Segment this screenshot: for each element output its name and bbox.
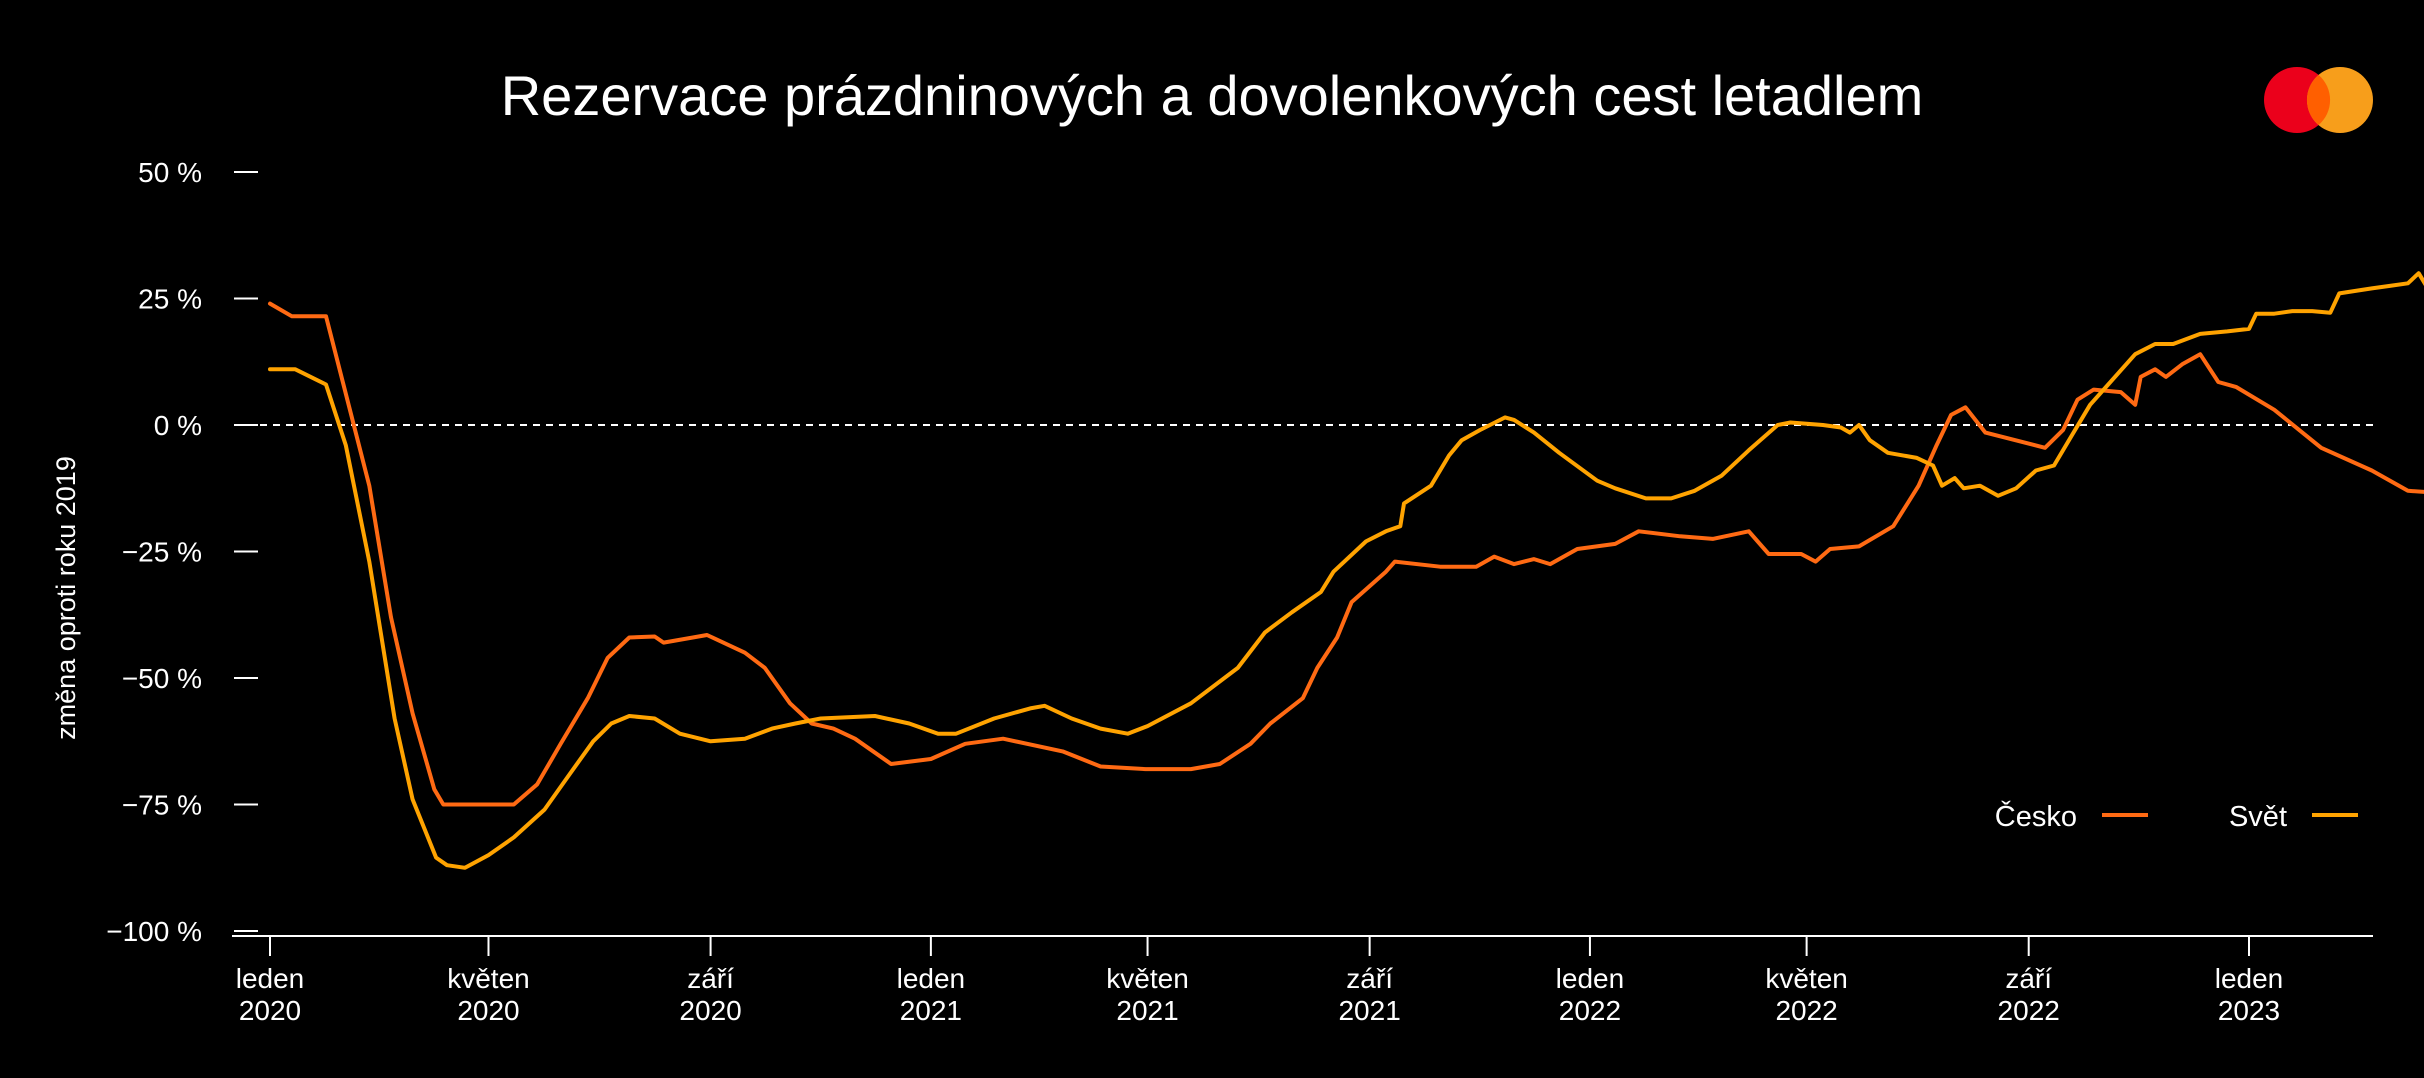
chart-title: Rezervace prázdninových a dovolenkových … xyxy=(501,64,1924,127)
series-lines xyxy=(268,271,2424,870)
y-tick-label: −100 % xyxy=(106,916,202,947)
mastercard-logo xyxy=(2264,67,2373,133)
y-tick-label: −50 % xyxy=(122,663,202,694)
series-line-cesko xyxy=(268,301,2424,807)
x-tick-month: září xyxy=(687,963,734,994)
x-tick-month: leden xyxy=(897,963,966,994)
y-tick-label: −25 % xyxy=(122,537,202,568)
y-tick-label: 25 % xyxy=(138,284,202,315)
x-axis: leden2020květen2020září2020leden2021květ… xyxy=(236,936,2284,1026)
y-axis-label: změna oproti roku 2019 xyxy=(51,456,81,740)
x-tick-month: květen xyxy=(447,963,530,994)
x-tick-year: 2021 xyxy=(1338,995,1400,1026)
y-tick-label: 0 % xyxy=(154,410,202,441)
x-tick-month: leden xyxy=(1556,963,1625,994)
x-tick-year: 2020 xyxy=(239,995,301,1026)
x-tick-year: 2022 xyxy=(1559,995,1621,1026)
x-tick-year: 2020 xyxy=(679,995,741,1026)
x-tick-year: 2022 xyxy=(1998,995,2060,1026)
logo-overlap xyxy=(2306,74,2331,126)
x-tick-year: 2023 xyxy=(2218,995,2280,1026)
x-tick-year: 2020 xyxy=(457,995,519,1026)
x-tick-month: září xyxy=(1346,963,1393,994)
y-tick-label: 50 % xyxy=(138,157,202,188)
x-tick-month: květen xyxy=(1106,963,1189,994)
x-tick-year: 2022 xyxy=(1775,995,1837,1026)
x-tick-month: leden xyxy=(2215,963,2284,994)
x-tick-month: září xyxy=(2005,963,2052,994)
y-tick-label: −75 % xyxy=(122,790,202,821)
legend-label-svet: Svět xyxy=(2229,801,2287,833)
x-tick-year: 2021 xyxy=(1116,995,1178,1026)
x-tick-month: květen xyxy=(1765,963,1848,994)
series-line-svet xyxy=(268,271,2424,870)
x-tick-month: leden xyxy=(236,963,305,994)
legend: Česko Svět xyxy=(1995,799,2358,833)
y-axis: 50 % 25 % 0 % −25 % −50 % −75 % −100 % xyxy=(106,157,258,947)
x-tick-year: 2021 xyxy=(900,995,962,1026)
legend-label-cesko: Česko xyxy=(1995,799,2077,833)
